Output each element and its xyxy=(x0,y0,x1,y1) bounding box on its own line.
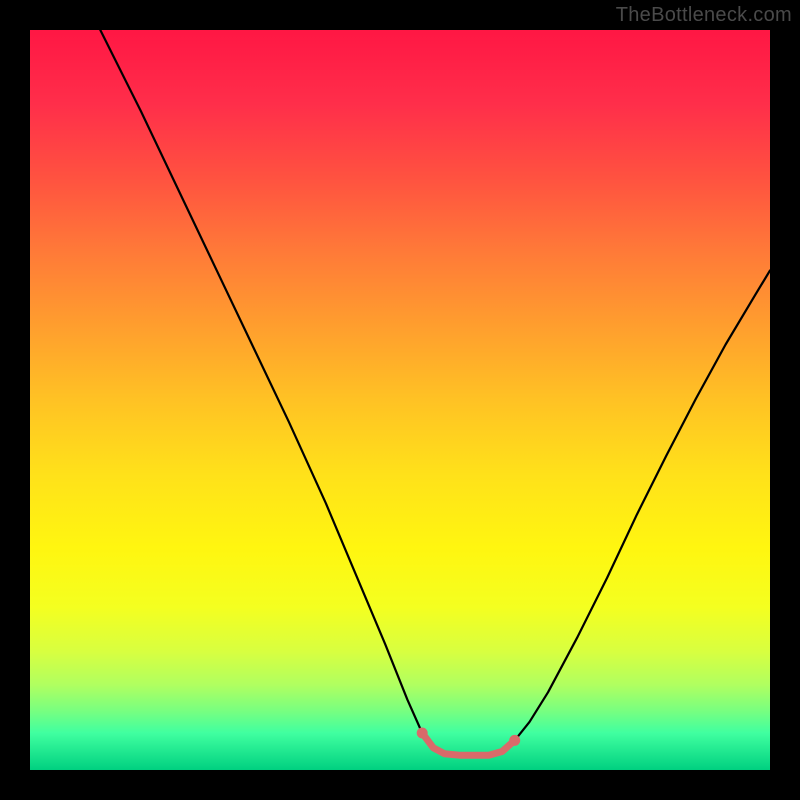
optimal-range-highlight xyxy=(417,728,521,756)
bottleneck-chart xyxy=(30,30,770,770)
curve-layer xyxy=(30,30,770,770)
bottleneck-curve xyxy=(100,30,770,755)
watermark-text: TheBottleneck.com xyxy=(616,4,792,27)
